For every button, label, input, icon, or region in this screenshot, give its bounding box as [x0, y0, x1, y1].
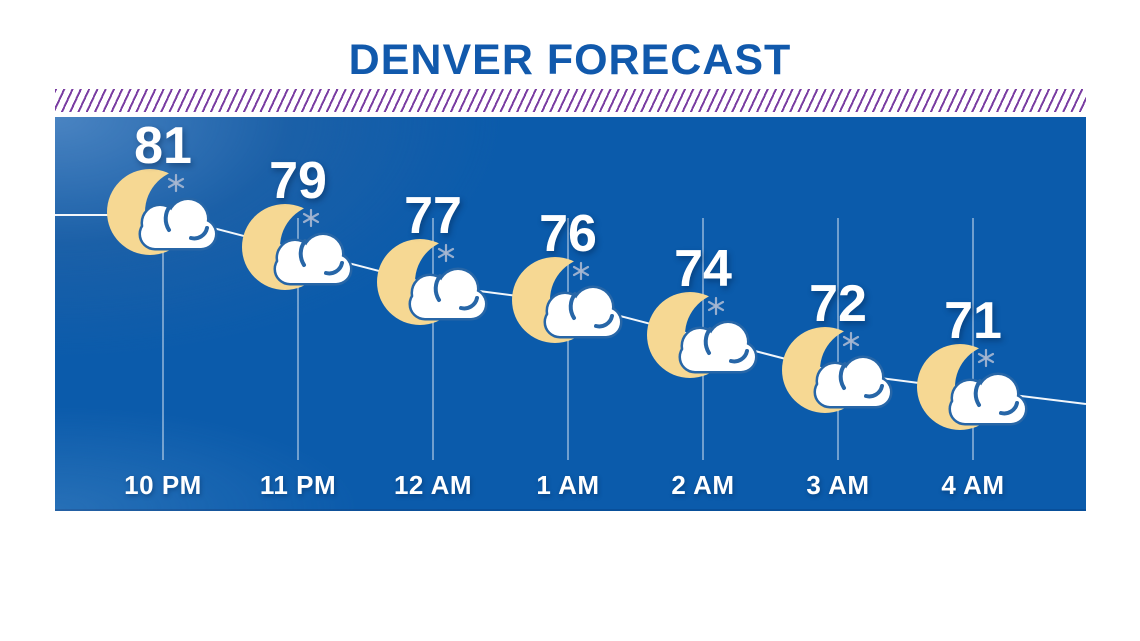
- night-partly-cloudy-icon: [643, 283, 763, 388]
- cloud-icon: [273, 232, 353, 286]
- night-partly-cloudy-icon: [373, 230, 493, 335]
- temperature-value: 79: [269, 152, 327, 210]
- gridline: [432, 218, 434, 460]
- time-label: 1 AM: [536, 470, 600, 500]
- sparkle-star-icon: [707, 296, 725, 315]
- sparkle-star-icon: [842, 331, 860, 350]
- time-label: 3 AM: [806, 470, 870, 500]
- sparkle-star-icon: [302, 208, 320, 228]
- time-label: 11 PM: [259, 470, 337, 500]
- cloud-icon: [543, 285, 623, 338]
- page-title: DENVER FORECAST: [348, 36, 792, 84]
- cloud-icon: [678, 320, 758, 373]
- gridline: [972, 218, 974, 460]
- temperature-value: 76: [539, 204, 597, 263]
- night-partly-cloudy-icon: [778, 318, 898, 423]
- sparkle-star-icon: [167, 173, 185, 193]
- decorative-hatch-stripe: [55, 89, 1086, 112]
- cloud-icon: [138, 197, 218, 251]
- sparkle-star-icon: [977, 348, 995, 368]
- forecast-panel: 81 10 PM 79 11 PM 77 12 AM 76 1 AM 74 2 AM 72 3 AM 7…: [55, 117, 1086, 511]
- gridline: [162, 218, 164, 460]
- sparkle-star-icon: [437, 243, 455, 263]
- cloud-icon: [948, 372, 1028, 426]
- night-partly-cloudy-icon: [238, 195, 358, 300]
- night-partly-cloudy-icon: [913, 335, 1033, 440]
- time-label: 10 PM: [124, 470, 202, 500]
- temperature-value: 72: [809, 274, 867, 333]
- time-label: 2 AM: [671, 470, 735, 500]
- time-label: 12 AM: [393, 470, 473, 500]
- temperature-value: 74: [674, 239, 732, 298]
- time-label: 4 AM: [941, 470, 1005, 500]
- cloud-icon: [813, 355, 893, 408]
- temperature-value: 77: [404, 187, 462, 245]
- sparkle-star-icon: [572, 261, 590, 280]
- night-partly-cloudy-icon: [508, 248, 628, 353]
- temperature-value: 81: [134, 117, 192, 175]
- cloud-icon: [408, 267, 488, 321]
- temperature-value: 71: [944, 292, 1002, 350]
- gridline: [297, 218, 299, 460]
- night-partly-cloudy-icon: [103, 160, 223, 265]
